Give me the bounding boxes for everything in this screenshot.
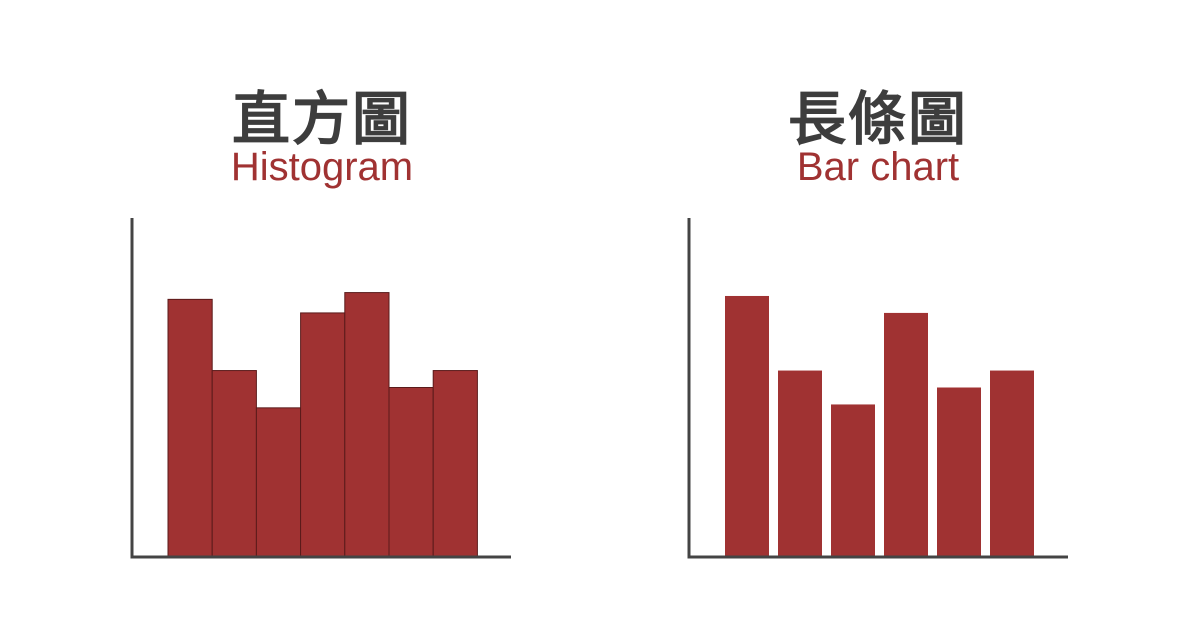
- bar-chart-title: 長條圖: [787, 85, 968, 153]
- histogram-bar: [432, 370, 478, 558]
- bar-chart-bar: [990, 370, 1034, 557]
- histogram-bar: [300, 312, 346, 558]
- histogram-bar: [167, 298, 213, 558]
- histogram-subtitle: Histogram: [230, 145, 414, 189]
- bar-chart-bar: [937, 387, 981, 557]
- histogram-bar: [255, 407, 302, 558]
- histogram-bar: [344, 292, 390, 558]
- histogram-bar: [211, 370, 257, 558]
- bar-chart-bar: [725, 295, 769, 557]
- histogram-title: 直方圖: [231, 85, 412, 153]
- bar-chart-bar: [884, 312, 928, 557]
- bar-chart-subtitle: Bar chart: [796, 145, 960, 189]
- bar-chart-bar: [831, 404, 875, 557]
- bar-chart-bar: [778, 370, 822, 557]
- histogram-bar: [388, 387, 434, 558]
